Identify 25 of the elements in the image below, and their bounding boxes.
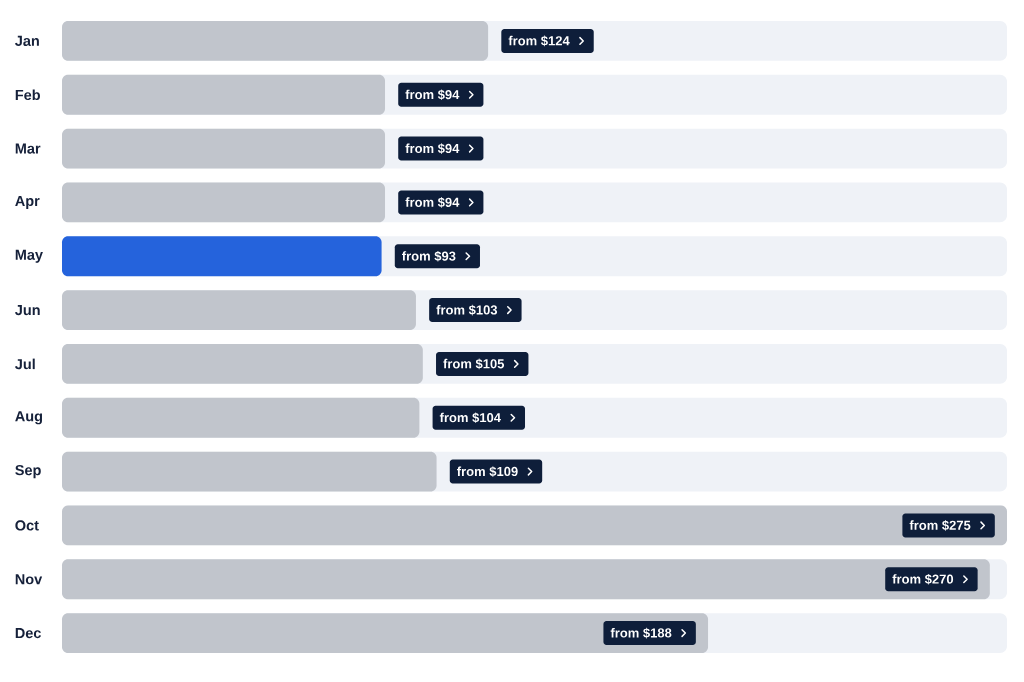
y-tick-label: Sep [15,465,41,479]
y-tick-label: Mar [15,143,41,154]
bar [62,559,990,600]
y-tick-label: Jun [15,305,40,316]
y-tick-label: Aug [15,411,43,425]
data-label: from $270 [892,573,954,585]
y-tick-label: Apr [15,195,40,209]
data-label: from $275 [909,520,971,531]
data-label: from $103 [436,304,498,316]
y-tick-label: Feb [15,89,40,101]
y-tick-label: Dec [15,628,41,639]
data-label: from $94 [405,197,460,208]
data-label: from $104 [439,412,501,424]
data-label: from $94 [405,143,460,154]
y-tick-label: Oct [15,520,39,531]
y-tick-label: Jul [15,358,35,370]
data-label: from $105 [443,358,505,370]
data-label: from $188 [610,627,672,639]
y-tick-label: May [15,249,43,263]
data-label: from $94 [405,89,460,101]
data-label: from $93 [402,250,456,262]
y-tick-label: Jan [15,35,39,46]
data-label: from $109 [456,466,518,477]
y-tick-label: Nov [15,574,43,585]
data-label: from $124 [508,35,570,47]
